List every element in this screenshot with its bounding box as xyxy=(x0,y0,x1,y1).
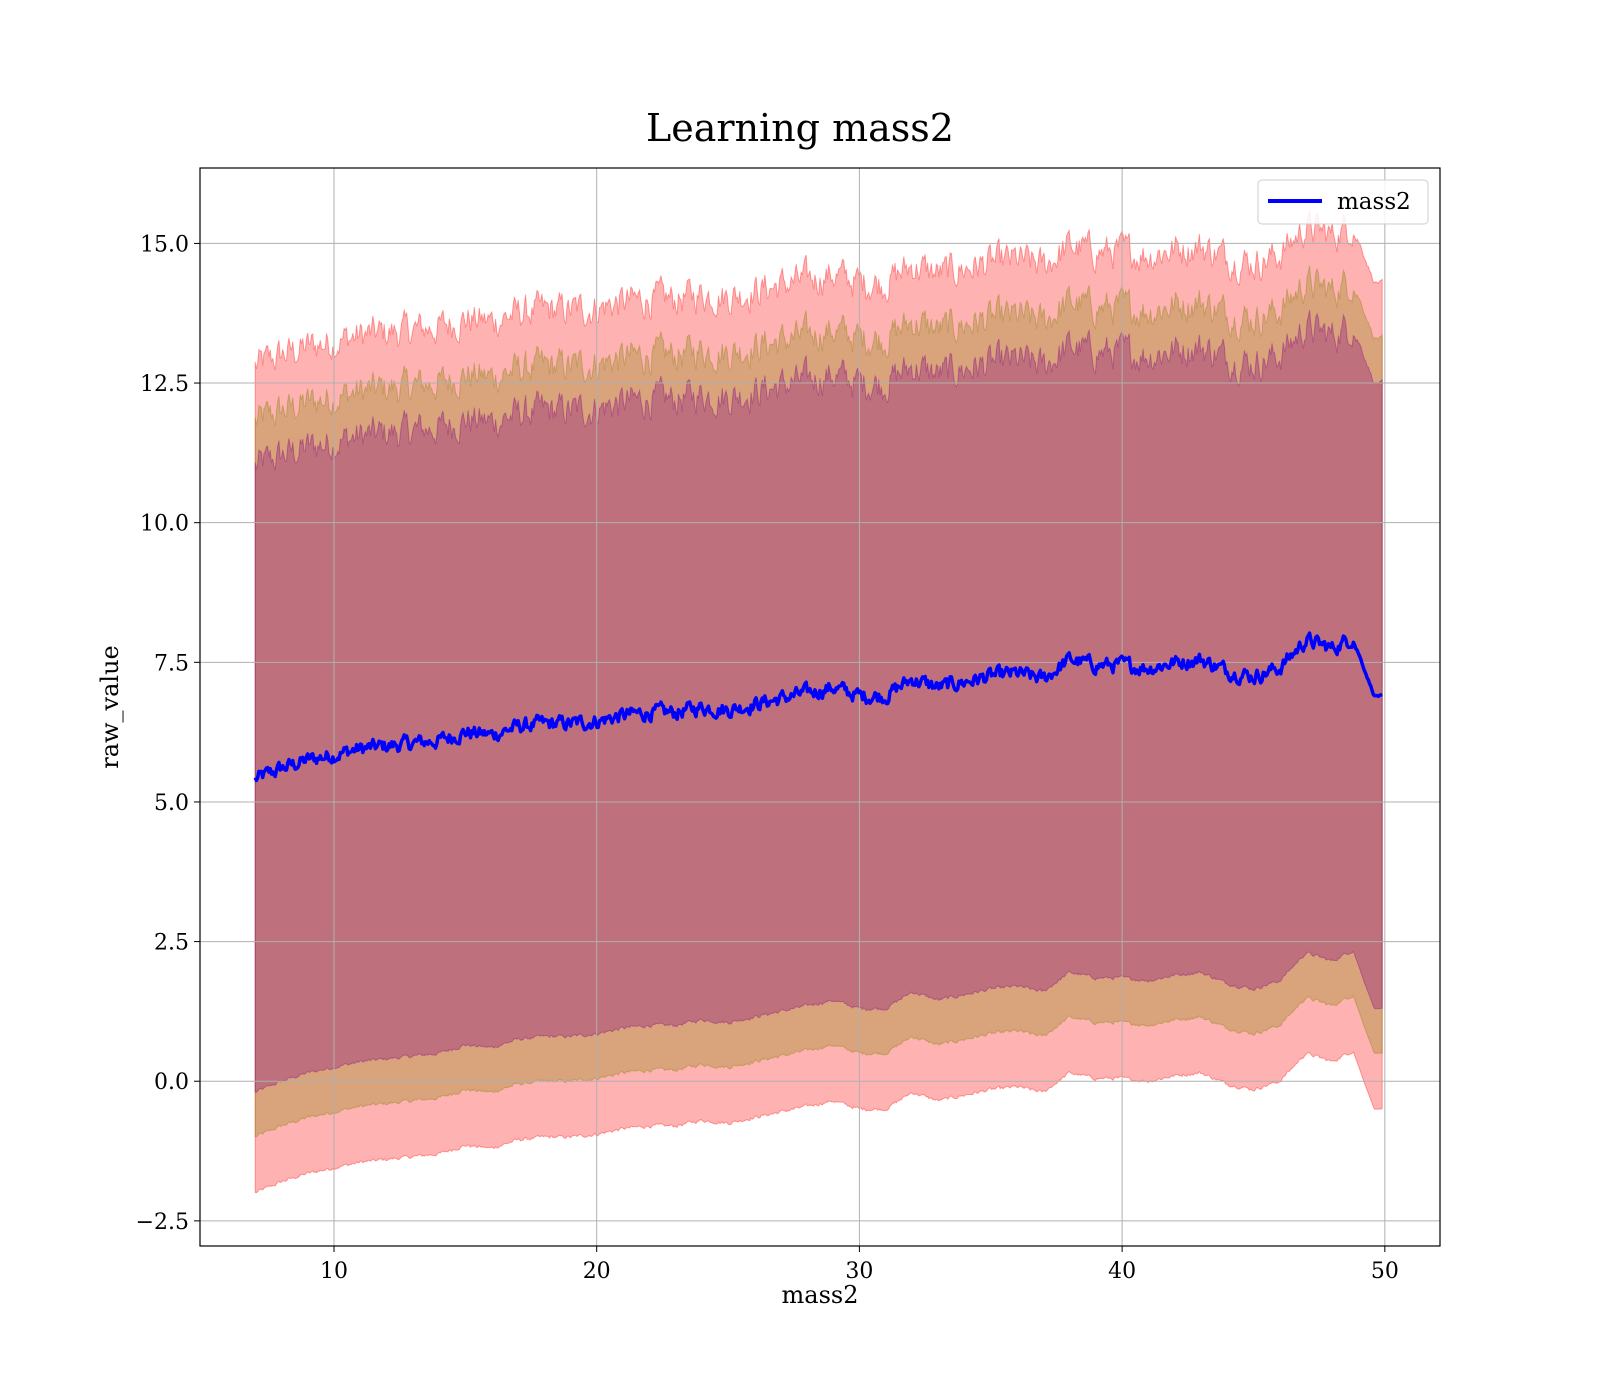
x-tick-label: 30 xyxy=(845,1259,873,1284)
x-axis-label: mass2 xyxy=(782,1281,859,1309)
plot-frame xyxy=(199,167,1441,1247)
y-tick-label: 0.0 xyxy=(154,1070,189,1095)
confidence-bands xyxy=(254,209,1383,1194)
band-2 xyxy=(254,310,1383,1093)
x-tick-label: 20 xyxy=(583,1259,611,1284)
series-line-mass2 xyxy=(253,631,1383,783)
chart-title: Learning mass2 xyxy=(646,106,954,150)
legend-entry-mass2: mass2 xyxy=(1337,189,1411,215)
x-axis-ticks: 10 20 30 40 50 xyxy=(320,1246,1399,1284)
x-tick-label: 50 xyxy=(1371,1259,1399,1284)
legend: mass2 xyxy=(1257,179,1429,225)
y-tick-label: 10.0 xyxy=(140,512,189,537)
grid xyxy=(200,168,1440,1246)
legend-box xyxy=(1257,179,1429,225)
x-tick-label: 10 xyxy=(320,1259,348,1284)
y-tick-label: 15.0 xyxy=(140,232,189,257)
y-tick-label: 2.5 xyxy=(154,931,189,956)
y-axis-ticks: −2.5 0.0 2.5 5.0 7.5 10.0 12.5 15.0 xyxy=(136,232,200,1235)
y-axis-label: raw_value xyxy=(96,645,124,769)
x-tick-label: 40 xyxy=(1108,1259,1136,1284)
y-tick-label: 5.0 xyxy=(154,791,189,816)
series-lines xyxy=(253,631,1383,783)
band-0 xyxy=(254,209,1383,1194)
y-tick-label: 12.5 xyxy=(140,372,189,397)
band-1 xyxy=(254,265,1383,1138)
y-tick-label: −2.5 xyxy=(136,1210,189,1235)
y-tick-label: 7.5 xyxy=(154,651,189,676)
